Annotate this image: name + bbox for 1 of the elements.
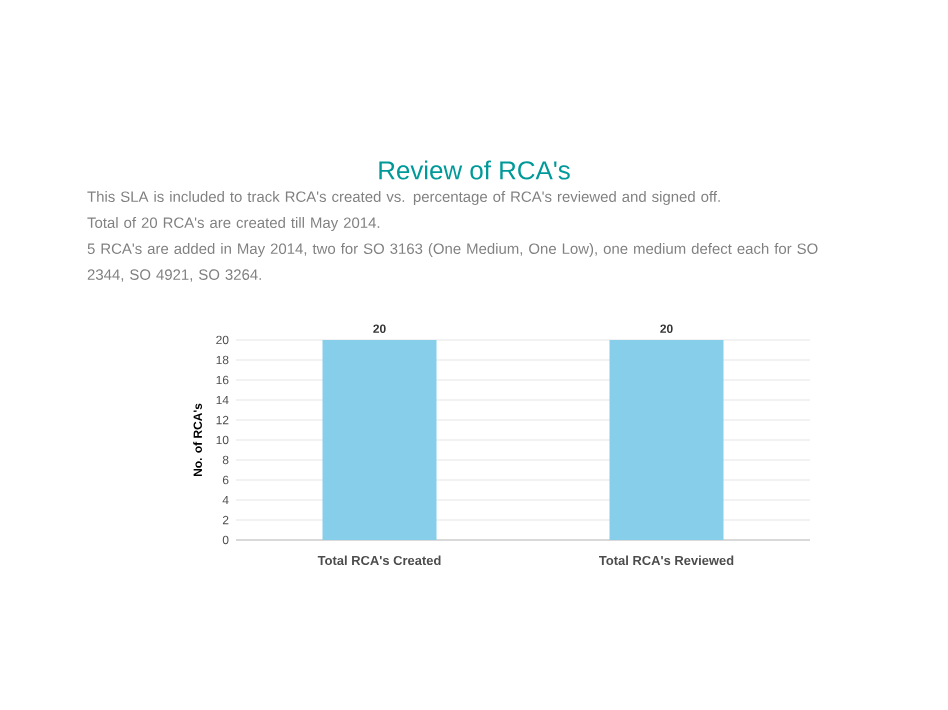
chart-title: Review of RCA's xyxy=(379,160,570,180)
